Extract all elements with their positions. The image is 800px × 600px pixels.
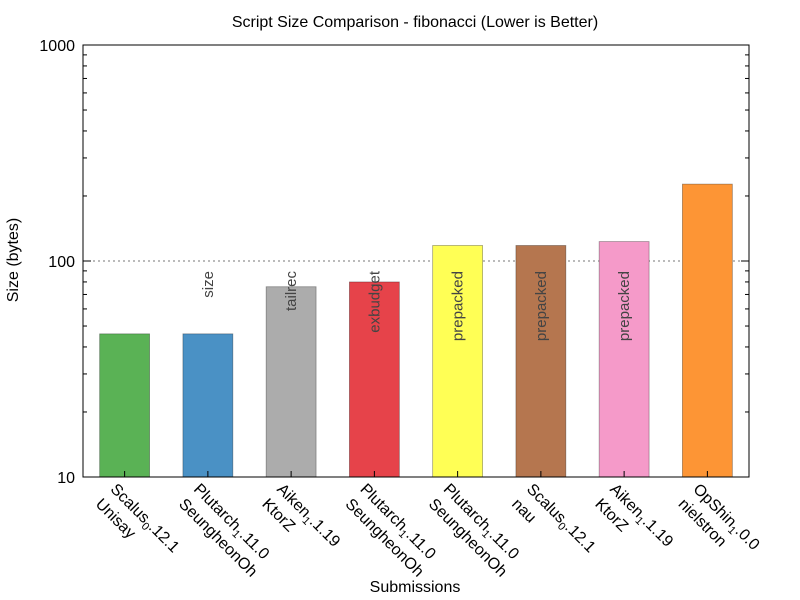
bar-1 xyxy=(182,333,234,478)
bar-annotation-3: exbudget xyxy=(366,270,383,333)
bar-4 xyxy=(432,245,483,478)
bars-group xyxy=(99,183,733,478)
x-tick-label-7: OpShin1.0.0nielstron xyxy=(675,481,763,569)
bar-annotation-2: tailrec xyxy=(283,271,300,312)
x-axis-label: Submissions xyxy=(370,579,461,596)
x-tick-label-5: Scalus0.12.1nau xyxy=(508,481,598,571)
x-tick-label-6: Aiken1.1.19KtorZ xyxy=(591,481,676,566)
bar-annotation-1: size xyxy=(200,271,217,298)
bar-annotation-5: prepacked xyxy=(533,271,550,341)
y-tick-label-1: 100 xyxy=(48,254,75,271)
y-tick-label-0: 10 xyxy=(57,470,75,487)
x-tick-label-1: Plutarch1.11.0SeungheonOh xyxy=(175,481,275,581)
bar-6 xyxy=(598,241,650,478)
bar-7 xyxy=(682,183,733,478)
x-tick-label-3: Plutarch1.11.0SeungheonOh xyxy=(342,481,442,581)
x-tick-label-4: Plutarch1.11.0SeungheonOh xyxy=(425,481,525,581)
bar-annotations: size tailrec exbudget prepacked prepacked pre… xyxy=(200,270,633,341)
bar-annotation-6: prepacked xyxy=(616,271,633,341)
bar-annotation-4: prepacked xyxy=(450,271,467,341)
bar-2 xyxy=(265,286,317,478)
chart-title: Script Size Comparison - fibonacci (Lowe… xyxy=(232,14,598,31)
y-tick-label-2: 1000 xyxy=(39,38,75,55)
bar-0 xyxy=(99,333,151,478)
x-tick-label-0: Scalus0.12.1Unisay xyxy=(92,481,182,571)
x-tick-label-2: Aiken1.1.19KtorZ xyxy=(258,481,343,566)
bar-3 xyxy=(348,281,400,478)
x-ticks: Scalus0.12.1Unisay Plutarch1.11.0Seungheo… xyxy=(92,471,763,581)
y-axis-label: Size (bytes) xyxy=(5,218,22,302)
y-ticks: 10 100 1000 xyxy=(39,38,749,487)
